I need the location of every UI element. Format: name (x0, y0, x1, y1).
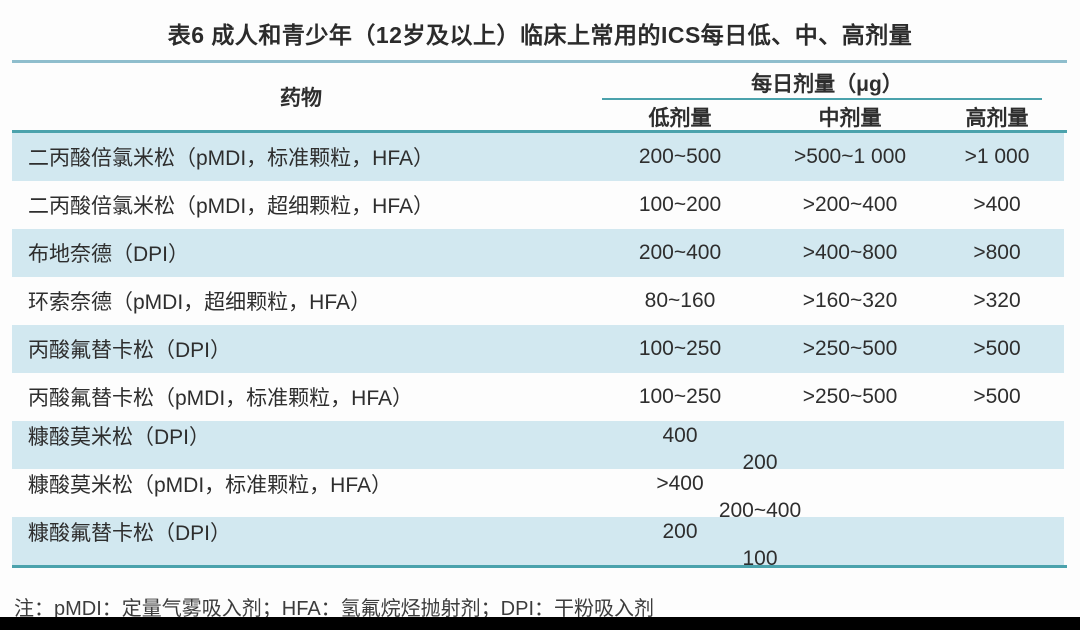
dose-low: 100~200 (638, 193, 722, 216)
dose-mid: >200~400 (802, 193, 898, 216)
dose-mid: >500~1 000 (793, 145, 907, 168)
drug-name: 丙酸氟替卡松（pMDI，标准颗粒，HFA） (28, 387, 414, 410)
dose-high: >500 (973, 385, 1021, 408)
drug-name: 二丙酸倍氯米松（pMDI，标准颗粒，HFA） (28, 147, 435, 170)
column-header-mid-dose: 中剂量 (818, 107, 882, 130)
drug-name: 二丙酸倍氯米松（pMDI，超细颗粒，HFA） (28, 195, 435, 218)
dose-high: >1 000 (964, 145, 1030, 168)
table-row: 环索奈德（pMDI，超细颗粒，HFA） 80~160 >160~320 >320 (12, 277, 1064, 325)
dose-low: 100~250 (638, 337, 722, 360)
column-header-dose-group: 每日剂量（μg） (751, 73, 903, 96)
table-row: 丙酸氟替卡松（pMDI，标准颗粒，HFA） 100~250 >250~500 >… (12, 373, 1064, 421)
table-bottom-divider (12, 565, 1067, 568)
dose-high: >500 (973, 337, 1021, 360)
dose-high: >800 (973, 241, 1021, 264)
dose-low: 80~160 (644, 289, 716, 312)
dose-low: 100~250 (638, 385, 722, 408)
dose-high: >400 (656, 472, 704, 495)
dose-low: 200~400 (638, 241, 722, 264)
column-header-high-dose: 高剂量 (965, 107, 1029, 130)
drug-name: 糠酸莫米松（pMDI，标准颗粒，HFA） (28, 474, 393, 497)
table-row: 布地奈德（DPI） 200~400 >400~800 >800 (12, 229, 1064, 277)
drug-name: 环索奈德（pMDI，超细颗粒，HFA） (28, 291, 372, 314)
table-body: 二丙酸倍氯米松（pMDI，标准颗粒，HFA） 200~500 >500~1 00… (12, 133, 1064, 570)
table-header: 药物 每日剂量（μg） 低剂量 中剂量 高剂量 (12, 64, 1064, 130)
dose-low-mid: 200 (742, 451, 778, 474)
dose-mid: >400~800 (802, 241, 898, 264)
dose-group-divider (602, 98, 1042, 100)
column-header-low-dose: 低剂量 (648, 107, 712, 130)
footnote: 注：pMDI：定量气雾吸入剂；HFA：氢氟烷烃抛射剂；DPI：干粉吸入剂 (14, 598, 655, 620)
dose-high: >400 (973, 193, 1021, 216)
dose-mid: >160~320 (802, 289, 898, 312)
drug-name: 丙酸氟替卡松（DPI） (28, 339, 232, 362)
table-row: 糠酸莫米松（DPI） 400 200 (12, 421, 1064, 474)
table-row: 糠酸莫米松（pMDI，标准颗粒，HFA） >400 200~400 (12, 469, 1064, 522)
title-divider (12, 60, 1067, 63)
table-row: 糠酸氟替卡松（DPI） 200 100 (12, 517, 1064, 570)
dose-low-mid: 100 (742, 547, 778, 570)
dose-mid: >250~500 (802, 337, 898, 360)
bottom-black-bar (0, 617, 1080, 630)
dose-low: 200~500 (638, 145, 722, 168)
table-title: 表6 成人和青少年（12岁及以上）临床上常用的ICS每日低、中、高剂量 (167, 22, 913, 48)
table-row: 二丙酸倍氯米松（pMDI，超细颗粒，HFA） 100~200 >200~400 … (12, 181, 1064, 229)
column-header-drug: 药物 (280, 87, 322, 110)
drug-name: 糠酸氟替卡松（DPI） (28, 522, 232, 545)
table-row: 二丙酸倍氯米松（pMDI，标准颗粒，HFA） 200~500 >500~1 00… (12, 133, 1064, 181)
dose-low-mid: 200~400 (718, 499, 802, 522)
drug-name: 糠酸莫米松（DPI） (28, 426, 211, 449)
dose-mid: >250~500 (802, 385, 898, 408)
dose-subheaders: 低剂量 中剂量 高剂量 (590, 102, 1064, 130)
dose-high: 400 (662, 424, 698, 447)
dose-high: 200 (662, 520, 698, 543)
header-divider (12, 130, 1067, 133)
dose-high: >320 (973, 289, 1021, 312)
table-row: 丙酸氟替卡松（DPI） 100~250 >250~500 >500 (12, 325, 1064, 373)
drug-name: 布地奈德（DPI） (28, 243, 190, 266)
